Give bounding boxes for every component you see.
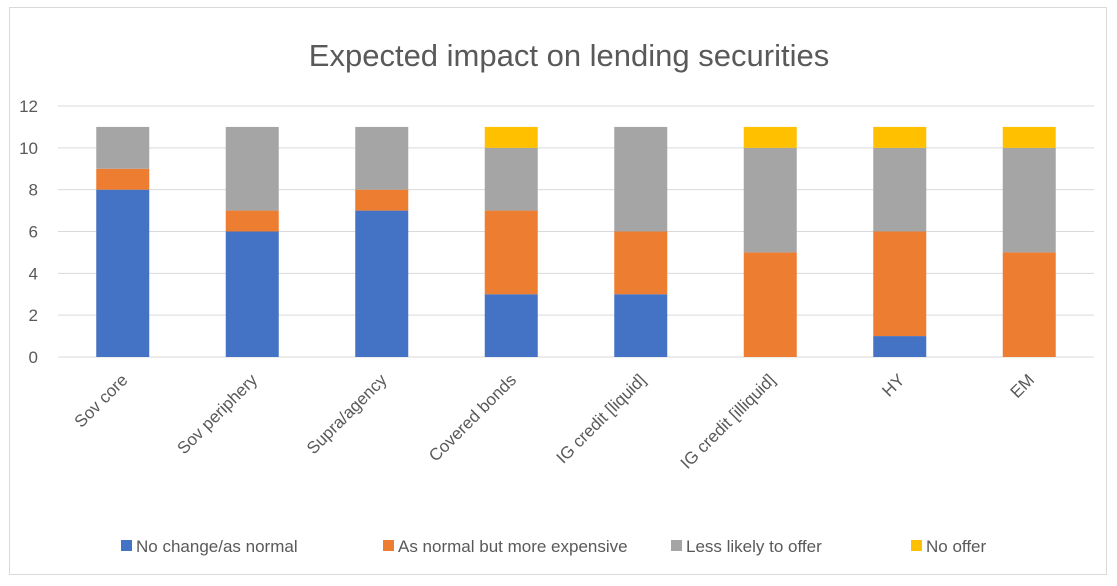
bar-segment bbox=[225, 210, 279, 232]
legend-label: No offer bbox=[926, 537, 987, 556]
bar-segment bbox=[225, 126, 279, 211]
x-category-label: Supra/agency bbox=[303, 370, 391, 458]
legend-swatch bbox=[911, 540, 922, 551]
bar-segment bbox=[1002, 147, 1056, 253]
legend-swatch bbox=[121, 540, 132, 551]
bar-segment bbox=[873, 126, 927, 148]
x-category-label: Sov periphery bbox=[173, 370, 261, 458]
y-tick-label: 6 bbox=[29, 223, 38, 242]
y-axis: 0 2 4 6 8 10 12 bbox=[19, 97, 38, 367]
bar-segment bbox=[1002, 252, 1056, 357]
bar-segment bbox=[484, 126, 538, 148]
bar-segment bbox=[614, 294, 668, 357]
bar-segment bbox=[96, 126, 150, 169]
stacked-bar-chart: Expected impact on lending securities 0 2… bbox=[19, 38, 1094, 556]
bars bbox=[96, 126, 1056, 357]
y-tick-label: 8 bbox=[29, 181, 38, 200]
y-tick-label: 2 bbox=[29, 306, 38, 325]
bar-segment bbox=[614, 126, 668, 232]
chart-frame: Expected impact on lending securities 0 2… bbox=[9, 7, 1107, 575]
legend-swatch bbox=[671, 540, 682, 551]
x-category-label: IG credit [liquid] bbox=[553, 370, 650, 467]
legend-swatch bbox=[383, 540, 394, 551]
bar-segment bbox=[355, 126, 409, 190]
bar-segment bbox=[873, 147, 927, 232]
bar-segment bbox=[873, 336, 927, 357]
bar-segment bbox=[96, 168, 150, 190]
legend: No change/as normal As normal but more ex… bbox=[121, 537, 987, 556]
y-tick-label: 12 bbox=[19, 97, 38, 116]
x-category-label: IG credit [illiquid] bbox=[677, 370, 779, 472]
x-category-label: Covered bonds bbox=[425, 370, 520, 465]
bar-segment bbox=[484, 210, 538, 295]
y-tick-label: 10 bbox=[19, 139, 38, 158]
legend-label: As normal but more expensive bbox=[398, 537, 628, 556]
y-tick-label: 0 bbox=[29, 348, 38, 367]
x-axis: Sov core Sov periphery Supra/agency Covered… bbox=[71, 370, 1038, 473]
x-category-label: EM bbox=[1007, 370, 1038, 401]
bar-segment bbox=[743, 252, 797, 357]
x-category-label: Sov core bbox=[71, 370, 132, 431]
bar-segment bbox=[1002, 126, 1056, 148]
y-tick-label: 4 bbox=[29, 264, 38, 283]
bar-segment bbox=[614, 231, 668, 295]
legend-label: Less likely to offer bbox=[686, 537, 822, 556]
bar-segment bbox=[355, 189, 409, 211]
bar-segment bbox=[484, 147, 538, 211]
gridlines bbox=[58, 105, 1094, 358]
chart-title: Expected impact on lending securities bbox=[309, 38, 829, 73]
bar-segment bbox=[743, 147, 797, 253]
bar-segment bbox=[743, 126, 797, 148]
legend-label: No change/as normal bbox=[136, 537, 298, 556]
bar-segment bbox=[873, 231, 927, 337]
bar-segment bbox=[355, 210, 409, 357]
bar-segment bbox=[96, 189, 150, 357]
bar-segment bbox=[484, 294, 538, 357]
bar-segment bbox=[225, 231, 279, 357]
x-category-label: HY bbox=[878, 370, 908, 400]
